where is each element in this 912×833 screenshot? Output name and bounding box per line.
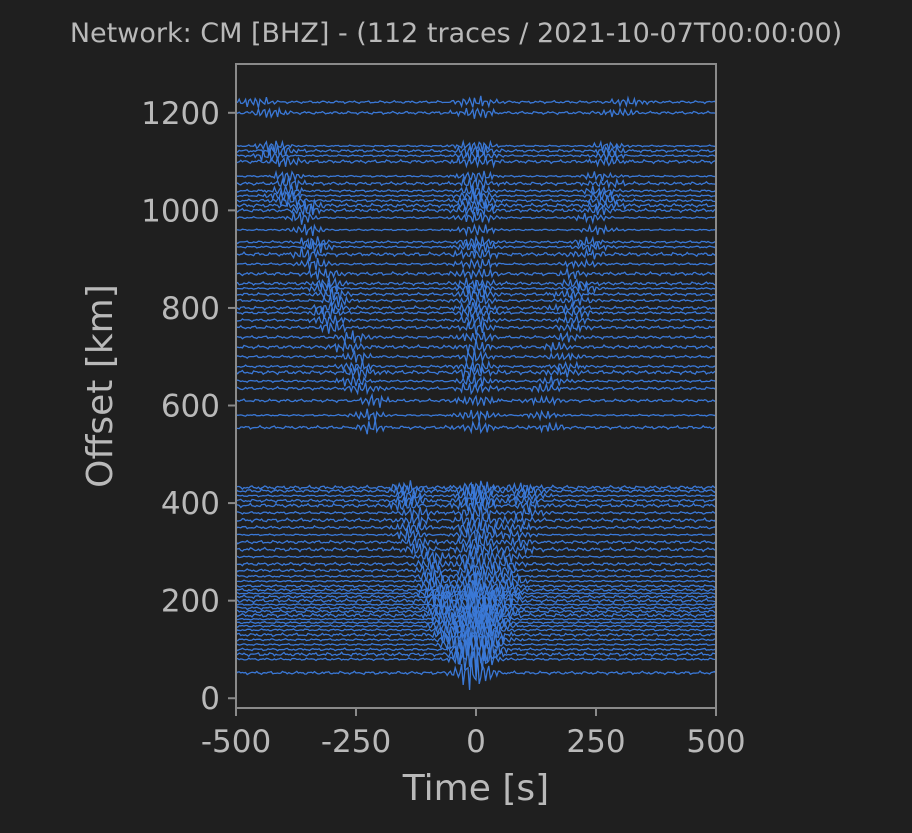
seismic-trace — [235, 294, 717, 308]
seismic-trace — [235, 581, 717, 599]
seismic-trace — [235, 483, 717, 498]
seismic-trace — [235, 503, 717, 520]
seismic-trace — [235, 493, 717, 508]
seismic-trace — [235, 359, 717, 373]
seismic-trace — [235, 203, 717, 218]
y-tick-label: 800 — [161, 291, 220, 327]
seismic-trace — [235, 246, 717, 262]
seismic-trace — [235, 610, 716, 629]
seismic-trace — [235, 330, 717, 344]
seismic-trace — [235, 287, 717, 301]
seismic-trace — [235, 197, 717, 213]
seismic-trace — [235, 562, 717, 580]
seismic-trace — [236, 604, 717, 621]
seismic-trace — [235, 631, 716, 649]
seismic-trace — [235, 527, 717, 544]
x-tick-label: 500 — [686, 724, 745, 760]
seismic-trace — [235, 276, 717, 292]
seismic-trace — [235, 234, 717, 250]
seismic-trace — [235, 645, 717, 677]
seismic-trace — [235, 572, 717, 590]
seismic-trace — [235, 519, 717, 536]
seismic-trace — [235, 655, 717, 691]
x-axis-label: Time [s] — [402, 768, 549, 809]
seismic-trace — [235, 624, 717, 645]
seismic-trace — [235, 223, 717, 238]
x-axis: -500 -250 0 250 500 — [201, 708, 746, 760]
seismic-trace — [235, 373, 717, 388]
seismic-trace — [235, 381, 717, 396]
y-tick-label: 400 — [161, 486, 220, 522]
y-tick-label: 0 — [200, 681, 220, 717]
seismic-trace — [235, 95, 717, 109]
seismic-trace — [235, 139, 717, 154]
seismic-trace — [235, 266, 716, 281]
seismic-trace — [235, 106, 717, 119]
trace-group — [235, 95, 717, 691]
seismic-trace — [235, 419, 717, 435]
seismic-trace — [235, 183, 717, 199]
seismic-trace — [235, 513, 717, 529]
x-tick-label: 0 — [466, 724, 486, 760]
seismic-trace — [235, 480, 717, 496]
seismic-trace — [235, 169, 717, 183]
seismic-trace — [235, 193, 717, 208]
seismic-trace — [235, 239, 717, 254]
chart-title: Network: CM [BHZ] - (112 traces / 2021-1… — [70, 18, 842, 49]
x-tick-label: 250 — [566, 724, 625, 760]
y-tick-label: 1200 — [141, 96, 220, 132]
seismic-trace — [235, 320, 717, 335]
seismic-trace — [235, 569, 717, 586]
seismic-trace — [235, 487, 717, 504]
seismic-trace — [235, 148, 717, 163]
seismic-trace — [235, 365, 717, 380]
x-tick-label: -250 — [321, 724, 391, 760]
seismic-trace — [235, 543, 717, 557]
seismic-trace — [235, 577, 717, 596]
y-axis-label: Offset [km] — [80, 284, 121, 488]
y-tick-label: 200 — [161, 584, 220, 620]
seismic-trace — [235, 638, 717, 669]
seismic-trace — [235, 188, 717, 203]
seismic-trace — [235, 349, 717, 364]
seismic-trace — [235, 408, 717, 422]
y-axis: 0 200 400 600 800 1000 1200 — [141, 96, 236, 717]
x-tick-label: -500 — [201, 724, 271, 760]
y-tick-label: 600 — [161, 389, 220, 425]
seismic-trace — [235, 392, 717, 408]
seismic-trace — [235, 556, 717, 572]
seismic-trace — [235, 301, 717, 316]
seismic-trace — [235, 312, 717, 328]
y-tick-label: 1000 — [141, 193, 220, 229]
seismic-trace — [235, 547, 717, 565]
seismic-trace — [235, 257, 717, 271]
seismic-trace — [235, 594, 717, 616]
seismic-trace — [235, 211, 717, 225]
seismic-trace — [235, 620, 717, 640]
plot-area — [235, 63, 717, 709]
